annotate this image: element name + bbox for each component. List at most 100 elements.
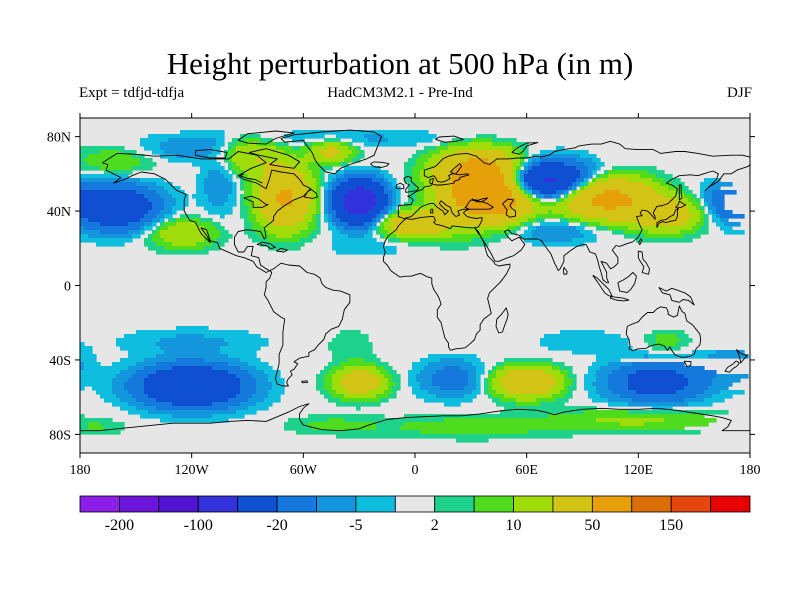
field-cell <box>80 354 97 359</box>
field-cell <box>216 138 225 143</box>
field-cell <box>500 410 585 415</box>
field-cell <box>380 378 389 383</box>
field-cell <box>212 222 221 227</box>
map-axes: 180 120W 60W 0 60E 120E 180 80N 40N 0 40S 80S <box>47 113 761 478</box>
field-cell <box>588 166 597 171</box>
field-cell <box>684 222 697 227</box>
colorbar-label: -100 <box>184 517 213 534</box>
field-cell <box>620 422 645 427</box>
field-cell <box>164 222 177 227</box>
field-cell <box>240 366 257 371</box>
field-cell <box>680 230 697 235</box>
field-cell <box>572 186 577 191</box>
field-cell <box>176 202 189 207</box>
field-cell <box>408 378 417 383</box>
field-cell <box>516 398 537 403</box>
field-cell <box>440 150 457 155</box>
field-cell <box>712 394 733 399</box>
field-cell <box>220 346 261 351</box>
field-cell <box>376 226 381 231</box>
field-cell <box>408 194 417 199</box>
x-tick-label: 60E <box>515 463 538 478</box>
field-cell <box>88 154 133 159</box>
field-cell <box>80 430 121 435</box>
field-cell <box>652 406 673 411</box>
field-cell <box>572 350 649 355</box>
field-cell <box>488 158 513 163</box>
field-cell <box>304 154 325 159</box>
field-cell <box>248 206 253 211</box>
field-cell <box>552 362 565 367</box>
colorbar-swatch <box>158 495 199 513</box>
field-cell <box>668 186 681 191</box>
field-cell <box>400 238 473 243</box>
field-cell <box>596 418 665 423</box>
field-cell <box>516 226 521 231</box>
field-cell <box>120 358 145 363</box>
field-cell <box>432 378 469 383</box>
field-cell <box>336 170 345 175</box>
field-cell <box>472 138 493 143</box>
field-cell <box>580 186 585 191</box>
field-cell <box>260 194 277 199</box>
field-cell <box>704 214 709 219</box>
field-cell <box>196 242 213 247</box>
field-cell <box>700 206 705 211</box>
field-cell <box>312 142 325 147</box>
field-cell <box>340 218 373 223</box>
field-cell <box>344 158 353 163</box>
field-cell <box>144 378 241 383</box>
field-cell <box>720 214 745 219</box>
field-cell <box>152 218 161 223</box>
field-cell <box>520 178 525 183</box>
field-cell <box>520 158 525 163</box>
field-cell <box>256 390 269 395</box>
field-cell <box>316 386 325 391</box>
field-cell <box>564 378 573 383</box>
field-cell <box>80 202 153 207</box>
field-cell <box>368 226 373 231</box>
field-cell <box>340 142 349 147</box>
field-cell <box>248 406 269 411</box>
field-cell <box>512 158 521 163</box>
coastline-south-america <box>263 262 351 387</box>
field-cell <box>236 142 249 147</box>
field-cell <box>152 202 165 207</box>
field-cell <box>320 150 341 155</box>
coastlines <box>80 129 750 432</box>
field-cell <box>252 206 261 211</box>
field-cell <box>204 226 217 231</box>
field-cell <box>332 182 341 187</box>
field-cell <box>416 190 425 195</box>
field-cell <box>588 390 597 395</box>
field-cell <box>396 382 401 387</box>
colorbar-label: 2 <box>431 517 439 534</box>
field-cell <box>496 366 505 371</box>
field-cell <box>572 182 577 187</box>
field-cell <box>292 198 313 203</box>
field-cell <box>88 426 105 431</box>
field-cell <box>540 154 581 159</box>
field-cell <box>492 394 505 399</box>
field-cell <box>520 174 525 179</box>
field-cell <box>196 202 213 207</box>
field-cell <box>636 390 677 395</box>
field-cell <box>708 354 749 359</box>
field-cell <box>348 390 369 395</box>
field-cell <box>676 342 689 347</box>
field-cell <box>152 206 165 211</box>
field-cell <box>532 242 585 247</box>
field-cell <box>464 386 477 391</box>
field-cell <box>228 406 249 411</box>
field-cell <box>692 202 701 207</box>
field-cell <box>332 198 345 203</box>
field-cell <box>536 226 577 231</box>
field-cell <box>488 382 493 387</box>
field-cell <box>424 198 437 203</box>
field-cell <box>244 226 253 231</box>
field-cell <box>348 358 365 363</box>
field-cell <box>344 166 381 171</box>
field-cell <box>468 370 477 375</box>
field-cell <box>324 378 333 383</box>
field-cell <box>524 170 529 175</box>
